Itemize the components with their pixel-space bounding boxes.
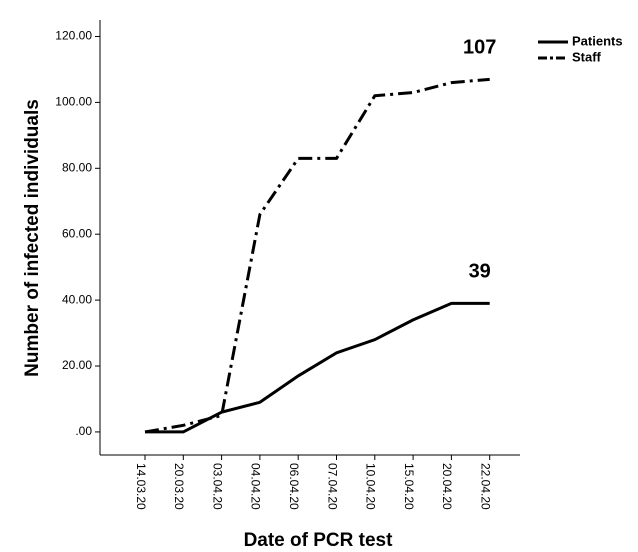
series-line — [144, 77, 490, 434]
x-tick-label: 14.03.20 — [134, 463, 148, 510]
x-tick-label: 22.04.20 — [479, 463, 493, 510]
x-tick-label: 03.04.20 — [210, 463, 224, 510]
annotation: 107 — [463, 36, 496, 58]
x-tick-label: 10.04.20 — [364, 463, 378, 510]
x-tick-label: 20.03.20 — [172, 463, 186, 510]
x-tick-label: 15.04.20 — [402, 463, 416, 510]
y-tick-label: 100.00 — [55, 95, 92, 109]
y-tick-label: 20.00 — [62, 358, 92, 372]
annotation: 39 — [469, 260, 491, 282]
x-tick-label: 20.04.20 — [440, 463, 454, 510]
y-tick-label: 80.00 — [62, 160, 92, 174]
y-axis-title: Number of infected individuals — [22, 99, 43, 377]
x-tick-label: 04.04.20 — [249, 463, 263, 510]
y-tick-label: 120.00 — [55, 29, 92, 43]
x-tick-label: 07.04.20 — [325, 463, 339, 510]
x-tick-label: 06.04.20 — [287, 463, 301, 510]
y-tick-label: .00 — [75, 424, 92, 438]
y-tick-label: 40.00 — [62, 292, 92, 306]
x-axis-title: Date of PCR test — [244, 530, 394, 551]
legend-label: Staff — [572, 49, 602, 64]
legend-label: Patients — [572, 33, 623, 48]
series-line — [145, 301, 490, 434]
y-tick-label: 60.00 — [62, 226, 92, 240]
